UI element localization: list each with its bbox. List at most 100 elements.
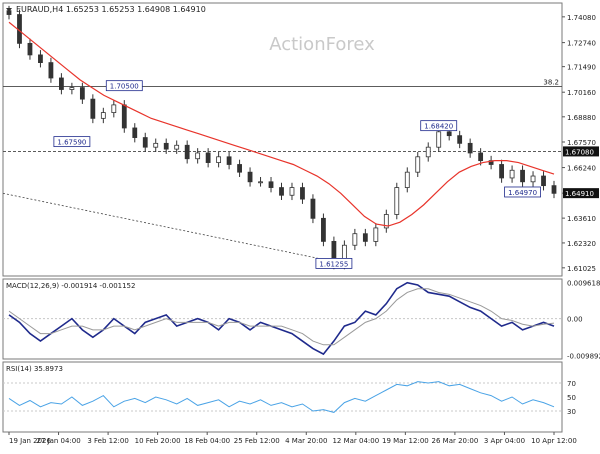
candle-body <box>258 181 263 184</box>
annotation-label: 1.64970 <box>508 189 537 197</box>
candle-body <box>362 233 368 242</box>
price-tick-label: 1.72740 <box>567 40 596 48</box>
price-tick-label: 1.63610 <box>567 215 596 223</box>
candle-body <box>279 187 284 196</box>
price-tick-label: 1.70160 <box>567 89 596 97</box>
candle-body <box>237 164 242 173</box>
candle-body <box>90 98 96 119</box>
candle-body <box>425 146 431 158</box>
macd-tick-label: -0.009892 <box>567 353 600 361</box>
rsi-line <box>8 381 555 413</box>
annotation-box <box>420 120 458 132</box>
candle-body <box>541 175 546 187</box>
price-tick-label: 1.67570 <box>567 139 596 147</box>
candle-body <box>300 187 305 200</box>
candle-body <box>247 171 253 183</box>
candle-body <box>174 144 180 150</box>
rsi-tick-label: 70 <box>567 380 576 388</box>
x-tick-label: 27 Jan 04:00 <box>36 437 80 445</box>
candle-body <box>321 217 326 242</box>
candle-body <box>59 77 64 90</box>
candle-body <box>520 169 525 183</box>
candle-body <box>268 181 274 188</box>
rsi-tick-label: 50 <box>567 394 576 402</box>
x-tick-label: 10 Apr 12:00 <box>531 437 577 445</box>
candle-body <box>142 137 148 148</box>
price-tick-label: 1.68880 <box>567 114 596 122</box>
x-tick-label: 10 Feb 20:00 <box>135 437 181 445</box>
price-tag-bg <box>563 188 599 199</box>
trend-line <box>2 192 334 262</box>
candle-body <box>184 144 190 160</box>
candle-body <box>205 152 211 163</box>
x-tick-label: 12 Mar 04:00 <box>332 437 379 445</box>
candle-body <box>457 135 463 144</box>
x-tick-label: 3 Apr 04:00 <box>484 437 525 445</box>
panel-frame-rsi <box>2 361 563 433</box>
annotation-label: 1.67590 <box>57 139 86 147</box>
candle-body <box>6 10 12 15</box>
candle-body <box>153 142 159 148</box>
annotation-box <box>105 80 143 92</box>
x-tick-label: 19 Mar 12:00 <box>382 437 429 445</box>
candle-body <box>530 175 536 183</box>
macd-tick-label: 0.00 <box>567 316 583 324</box>
candle-body <box>121 104 127 129</box>
candle-body <box>509 169 515 179</box>
panel-frame-price <box>2 2 563 277</box>
candle-body <box>352 233 358 246</box>
price-tag-label: 1.67080 <box>565 148 594 156</box>
candle-body <box>404 171 410 188</box>
macd-title: MACD(12,26,9) -0.001914 -0.001152 <box>6 282 135 290</box>
candle-body <box>195 152 201 160</box>
annotation-label: 1.68420 <box>424 123 453 131</box>
annotation-label: 1.70500 <box>110 83 139 91</box>
x-tick-label: 25 Feb 12:00 <box>234 437 280 445</box>
candle-body <box>310 198 316 219</box>
candle-body <box>163 142 169 150</box>
signal-line <box>8 288 555 346</box>
macd-tick-label: 0.009618 <box>567 280 600 288</box>
candle-body <box>436 131 442 148</box>
candle-body <box>373 227 379 242</box>
candle-body <box>289 187 295 196</box>
candle-body <box>467 142 473 154</box>
ma-line <box>8 21 555 227</box>
macd-line <box>8 281 555 356</box>
candle-body <box>27 42 33 56</box>
x-tick-label: 19 Jan 2026 <box>9 437 52 445</box>
candle-body <box>394 187 400 215</box>
price-tick-label: 1.66240 <box>567 165 596 173</box>
candle-body <box>38 54 43 63</box>
rsi-tick-label: 30 <box>567 408 576 416</box>
candle-body <box>499 164 504 179</box>
chart-header-text: EURAUD,H4 1.65253 1.65253 1.64908 1.6491… <box>16 5 206 14</box>
candle-body <box>415 156 421 173</box>
candle-body <box>226 156 232 165</box>
price-tag-bg <box>563 146 599 157</box>
candle-body <box>132 127 138 138</box>
level-label: 38.2 <box>543 78 559 86</box>
x-tick-label: 26 Mar 20:00 <box>432 437 479 445</box>
annotation-box <box>504 186 541 198</box>
candle-body <box>111 104 117 113</box>
price-tick-label: 1.71490 <box>567 64 596 72</box>
candle-body <box>100 112 106 119</box>
candle-body <box>551 185 557 194</box>
panel-frame-macd <box>2 278 563 360</box>
annotation-box <box>53 136 91 148</box>
annotation-box <box>315 258 353 269</box>
price-tag-label: 1.64910 <box>565 190 594 198</box>
price-tick-label: 1.61025 <box>567 265 596 273</box>
price-tick-label: 1.62320 <box>567 240 596 248</box>
candle-body <box>478 152 484 162</box>
x-tick-label: 18 Feb 04:00 <box>184 437 230 445</box>
rsi-title: RSI(14) 35.8973 <box>6 365 63 373</box>
price-tick-label: 1.74080 <box>567 14 596 22</box>
candle-body <box>69 87 75 90</box>
annotation-label: 1.61255 <box>319 260 348 268</box>
candle-body <box>48 62 54 79</box>
candle-body <box>79 87 85 100</box>
